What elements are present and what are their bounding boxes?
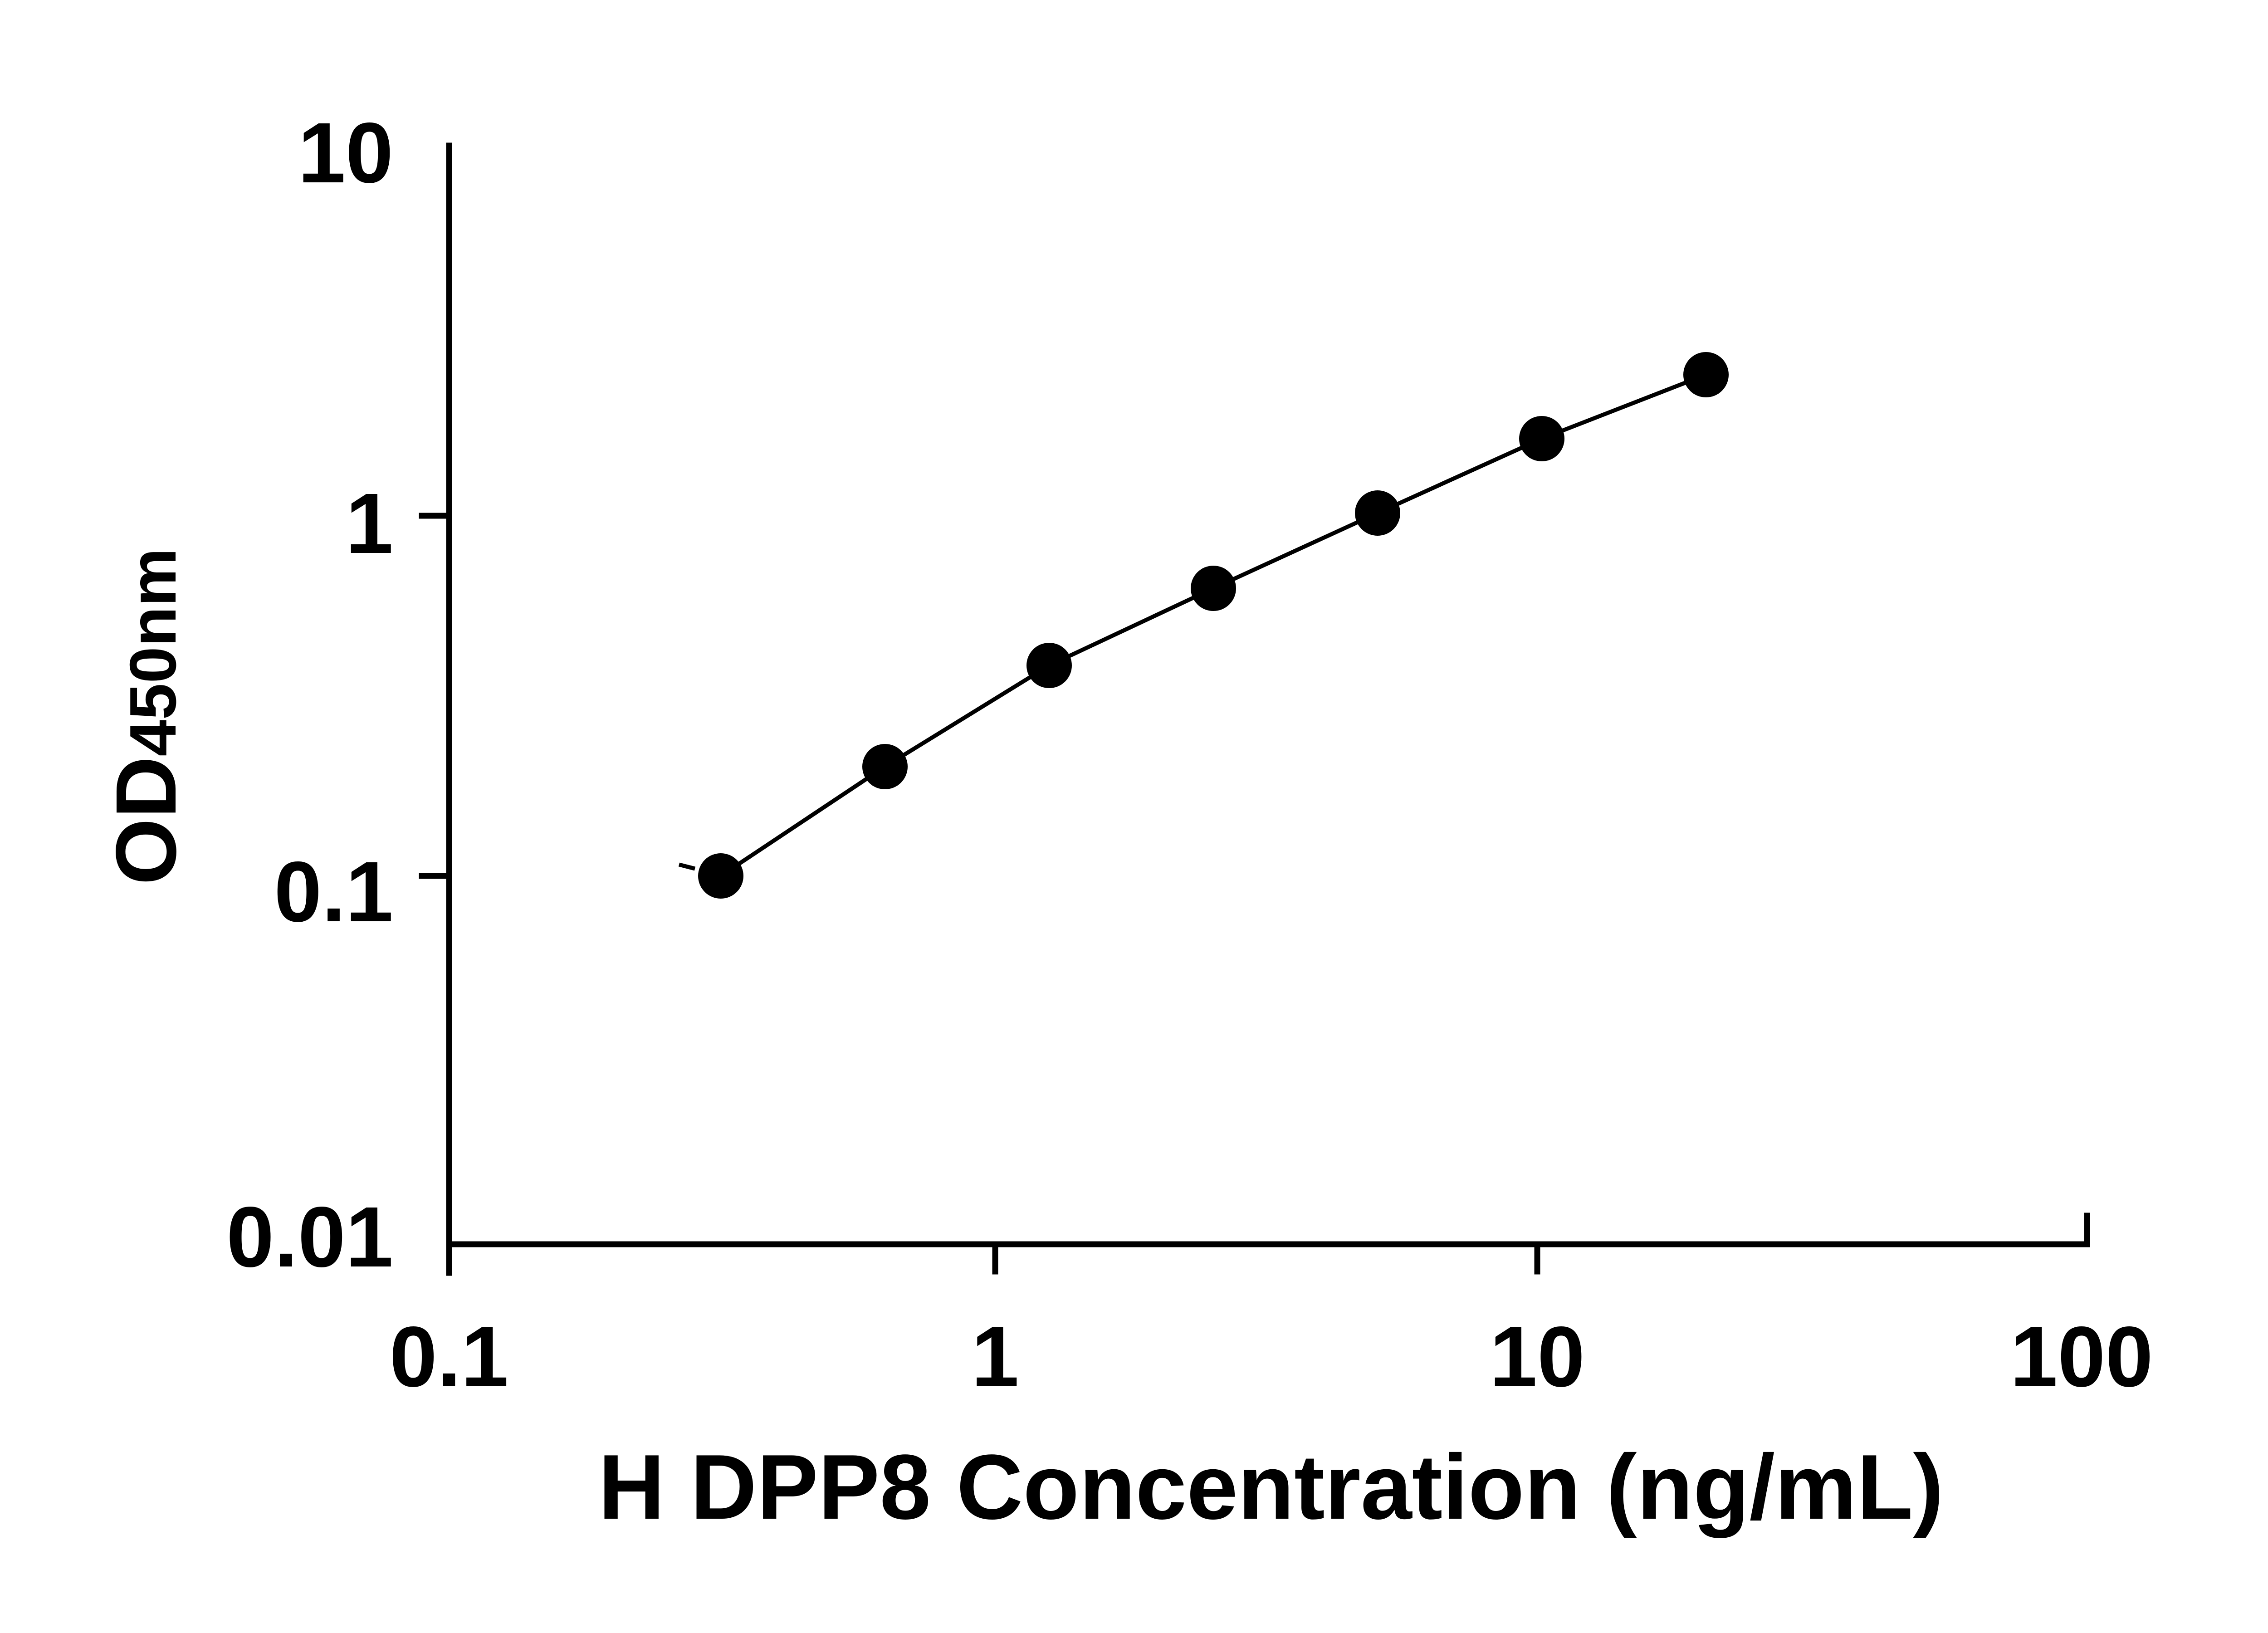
svg-text:0.01: 0.01 bbox=[226, 1189, 393, 1285]
svg-text:10: 10 bbox=[1490, 1309, 1585, 1405]
svg-text:1: 1 bbox=[346, 476, 393, 572]
svg-text:1: 1 bbox=[971, 1309, 1019, 1405]
svg-text:0.1: 0.1 bbox=[390, 1309, 509, 1405]
svg-text:10: 10 bbox=[298, 105, 393, 201]
svg-text:H DPP8 Concentration (ng/mL): H DPP8 Concentration (ng/mL) bbox=[598, 1436, 1944, 1539]
svg-text:100: 100 bbox=[2010, 1309, 2153, 1405]
svg-text:0.1: 0.1 bbox=[274, 844, 393, 940]
